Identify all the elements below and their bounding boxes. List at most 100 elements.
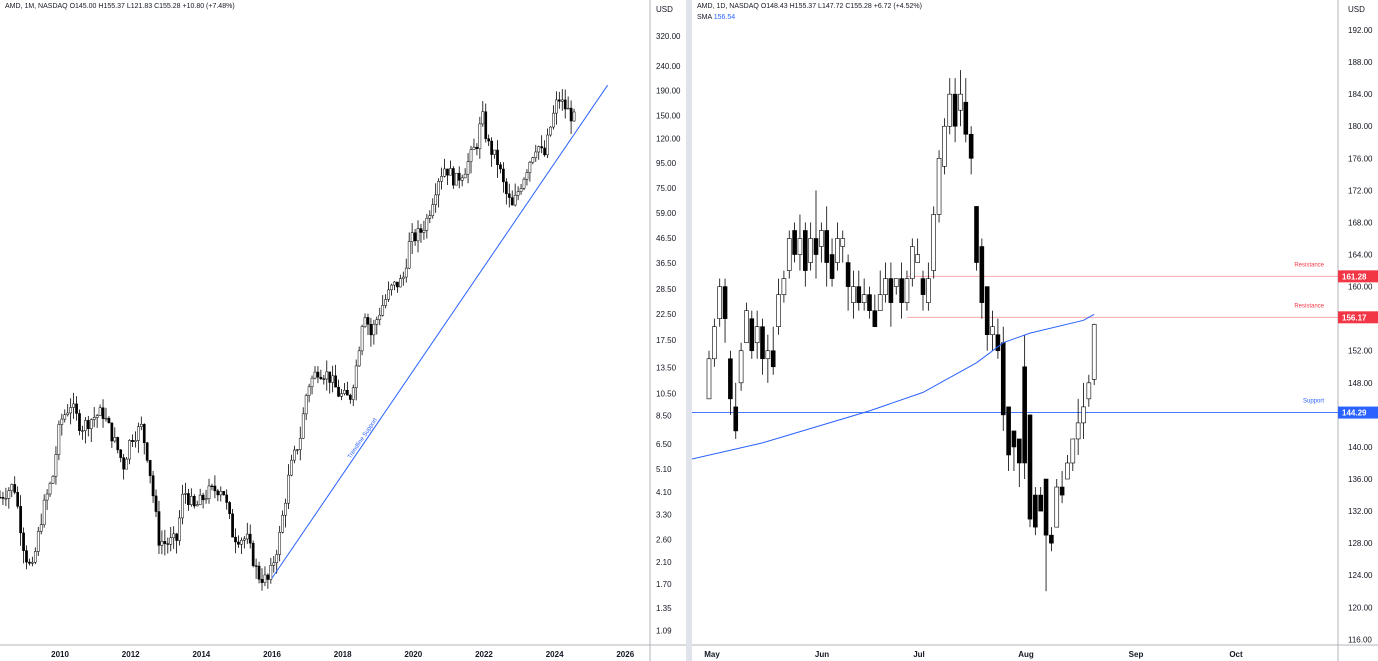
daily-candle-body: [1038, 494, 1044, 512]
daily-candle-body: [899, 278, 904, 303]
monthly-y-tick-label: 59.00: [656, 209, 677, 218]
daily-candle-body: [952, 93, 958, 127]
monthly-candle-body: [466, 161, 470, 175]
monthly-candle-body: [169, 537, 173, 545]
monthly-y-tick-label: 3.30: [656, 511, 672, 520]
monthly-candle-body: [346, 389, 349, 396]
monthly-candle-body: [304, 395, 308, 415]
daily-candle-body: [888, 278, 894, 303]
monthly-candle-body: [63, 414, 67, 420]
monthly-candle-body: [534, 151, 538, 158]
daily-candle-body: [856, 286, 862, 303]
monthly-chart-pane[interactable]: AMD, 1M, NASDAQ O145.00 H155.37 L121.83 …: [0, 0, 686, 661]
daily-y-tick-label: 152.00: [1348, 347, 1373, 356]
monthly-y-tick-label: 95.00: [656, 159, 677, 168]
monthly-y-tick-label: 46.50: [656, 234, 677, 243]
daily-x-tick-label: May: [704, 650, 720, 659]
daily-y-tick-label: 132.00: [1348, 507, 1373, 516]
monthly-candle-body: [563, 99, 567, 110]
daily-candle-body: [990, 326, 995, 336]
monthly-candle-body: [393, 281, 396, 286]
monthly-candle-body: [537, 146, 541, 153]
daily-y-tick-label: 116.00: [1348, 635, 1372, 644]
monthly-candle-body: [225, 494, 229, 503]
daily-candle-body: [910, 246, 915, 279]
monthly-candle-body: [245, 533, 249, 540]
monthly-candle-body: [513, 195, 517, 206]
daily-candle-body: [797, 238, 803, 255]
monthly-candle-body: [4, 498, 8, 500]
daily-y-tick-label: 128.00: [1348, 539, 1373, 548]
daily-candle-body: [904, 278, 910, 303]
daily-candle-body: [1065, 462, 1070, 480]
monthly-x-tick-label: 2026: [616, 650, 634, 659]
daily-low: L147.72: [818, 3, 844, 10]
daily-candle-body: [744, 310, 749, 344]
daily-candle-body: [877, 294, 883, 311]
monthly-candle-body: [410, 232, 414, 242]
monthly-candle-body: [16, 492, 20, 507]
monthly-candle-body: [475, 146, 479, 149]
daily-candle-body: [883, 278, 888, 295]
monthly-y-tick-label: 5.10: [656, 465, 672, 474]
daily-candle-body: [824, 230, 829, 263]
monthly-candle-body: [331, 375, 335, 383]
monthly-candle-body: [322, 378, 326, 380]
monthly-candle-body: [404, 267, 408, 278]
monthly-candle-body: [275, 554, 279, 564]
monthly-candle-body: [478, 123, 482, 149]
monthly-chart-svg[interactable]: 320.00 240.00 190.00 150.00 120.00 95.00 75.00…: [0, 0, 686, 661]
monthly-candle-body: [57, 424, 61, 455]
monthly-x-tick-label: 2022: [475, 650, 493, 659]
daily-chart-svg[interactable]: 192.00 188.00 184.00 180.00 176.00 172.00 168.…: [692, 0, 1378, 661]
monthly-candle-body: [555, 99, 558, 114]
monthly-candle-body: [222, 491, 226, 496]
pane-divider[interactable]: [686, 0, 692, 661]
monthly-candle-body: [234, 536, 237, 543]
monthly-candle-body: [540, 146, 544, 149]
monthly-y-tick-label: 4.10: [656, 488, 672, 497]
monthly-candle-body: [378, 314, 382, 320]
monthly-candle-body: [357, 350, 361, 367]
monthly-candle-body: [457, 172, 461, 181]
monthly-candle-body: [228, 502, 231, 515]
daily-y-tick-label: 192.00: [1348, 26, 1373, 35]
daily-candle-body: [926, 278, 931, 303]
monthly-candle-body: [278, 532, 282, 555]
daily-candle-body: [829, 254, 835, 279]
monthly-candle-body: [298, 438, 302, 450]
sma-legend[interactable]: SMA 156.54: [697, 14, 735, 21]
level-label-resistance: Resistance: [1294, 303, 1324, 309]
monthly-candle-body: [95, 415, 99, 418]
sma-line: [692, 313, 1095, 460]
monthly-candle-body: [1, 497, 5, 499]
monthly-candle-body: [92, 417, 96, 420]
monthly-candle-body: [0, 496, 2, 499]
monthly-candle-body: [337, 386, 340, 397]
daily-chart-pane[interactable]: AMD, 1D, NASDAQ O148.43 H155.37 L147.72 …: [692, 0, 1378, 661]
monthly-candle-body: [452, 168, 455, 186]
level-price-badge-text: 156.17: [1342, 313, 1367, 322]
monthly-candle-body: [219, 491, 223, 496]
daily-candle-body: [1027, 414, 1033, 520]
monthly-y-tick-label: 240.00: [656, 62, 681, 71]
monthly-candle-body: [113, 437, 117, 442]
daily-close: C155.28: [845, 3, 872, 10]
monthly-candle-body: [213, 485, 217, 492]
daily-candle-body: [974, 206, 979, 263]
daily-candle-body: [920, 278, 926, 295]
monthly-y-tick-label: 190.00: [656, 87, 681, 96]
monthly-candle-body: [363, 317, 367, 327]
daily-candle-body: [1081, 406, 1086, 424]
daily-candle-body: [813, 238, 819, 255]
daily-candle-body: [1070, 438, 1076, 464]
level-label-resistance: Resistance: [1294, 262, 1324, 268]
daily-y-tick-label: 120.00: [1348, 603, 1373, 612]
monthly-candle-body: [248, 533, 252, 544]
monthly-x-tick-label: 2024: [546, 650, 564, 659]
monthly-candle-body: [19, 506, 22, 534]
monthly-candle-body: [33, 551, 37, 563]
daily-candle-body: [728, 358, 733, 400]
monthly-candle-body: [546, 134, 549, 156]
daily-candle-body: [717, 286, 723, 319]
